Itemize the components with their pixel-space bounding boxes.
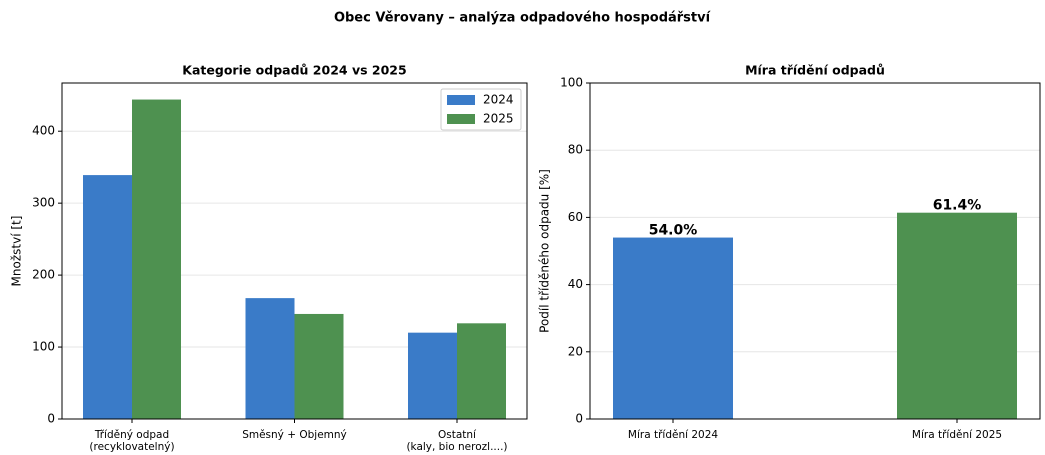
bar [408, 332, 457, 419]
bar [613, 237, 733, 419]
x-tick-label: Směsný + Objemný [242, 429, 347, 441]
legend-label: 2024 [483, 93, 514, 107]
y-tick-label: 100 [560, 76, 583, 90]
x-tick-label: Ostatní [438, 429, 477, 441]
y-tick-label: 0 [47, 412, 55, 426]
x-tick-label: Tříděný odpad [94, 429, 169, 441]
y-tick-label: 80 [568, 143, 583, 157]
y-tick-label: 20 [568, 344, 583, 358]
axes-frame [61, 82, 528, 420]
y-tick-label: 0 [575, 412, 583, 426]
y-tick-label: 40 [568, 277, 583, 291]
y-tick-label: 200 [32, 268, 55, 282]
bar [457, 323, 506, 419]
x-tick-label: (recyklovatelný) [89, 441, 174, 453]
y-axis-label: Podíl tříděného odpadu [%] [538, 169, 552, 333]
y-tick-label: 400 [32, 124, 55, 138]
axes-frame [589, 82, 1041, 420]
y-tick-label: 300 [32, 196, 55, 210]
legend-swatch [447, 95, 475, 105]
bar [83, 175, 132, 419]
y-tick-label: 60 [568, 210, 583, 224]
chart-title: Míra třídění odpadů [745, 63, 885, 78]
chart-title: Kategorie odpadů 2024 vs 2025 [182, 63, 406, 78]
value-label: 54.0% [649, 223, 698, 239]
legend-swatch [447, 114, 475, 124]
bar [132, 99, 181, 419]
x-tick-label: (kaly, bio nerozl....) [406, 441, 507, 453]
bar [897, 212, 1017, 419]
bar [294, 313, 344, 419]
figure-title: Obec Věrovany – analýza odpadového hospo… [334, 11, 712, 26]
value-label: 61.4% [933, 198, 982, 214]
bar [245, 298, 295, 419]
x-tick-label: Míra třídění 2024 [628, 429, 718, 441]
x-tick-label: Míra třídění 2025 [912, 429, 1002, 441]
y-tick-label: 100 [32, 340, 55, 354]
y-axis-label: Množství [t] [10, 216, 24, 287]
legend-label: 2025 [483, 112, 514, 126]
